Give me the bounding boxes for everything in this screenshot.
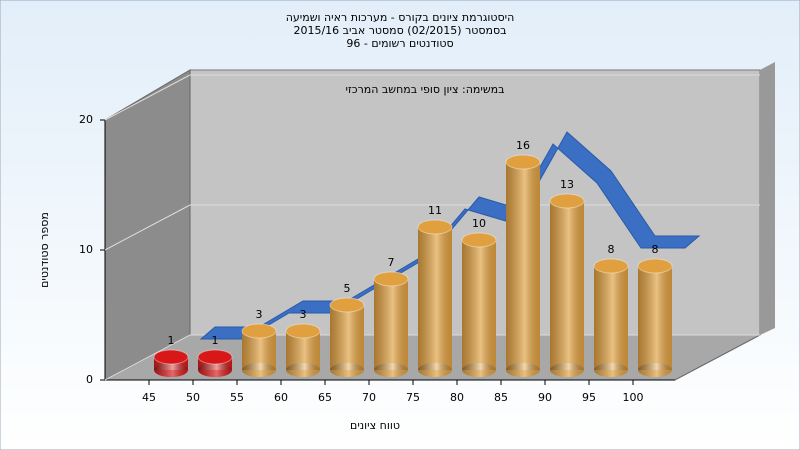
- bar-bottom-shade: [638, 363, 672, 377]
- bar-top: [593, 258, 629, 274]
- right-edge: [760, 62, 775, 335]
- x-tick-label: 45: [142, 391, 156, 404]
- x-tick-label: 100: [623, 391, 644, 404]
- x-tick-label: 85: [494, 391, 508, 404]
- bar: [417, 219, 453, 377]
- bar: [505, 154, 541, 377]
- bar: [241, 323, 277, 377]
- bar-bottom-shade: [330, 363, 364, 377]
- bar-shade: [418, 227, 452, 370]
- bar-shade: [638, 266, 672, 370]
- y-tick-label: 20: [79, 113, 93, 126]
- subtitle: במשימה: ציון סופי במחשב המרכזי: [345, 83, 504, 96]
- bar: [329, 297, 365, 377]
- bar-top: [329, 297, 365, 313]
- bar-shade: [594, 266, 628, 370]
- title-line: סטודנטים רשומים - 96: [346, 37, 453, 50]
- bar-bottom-shade: [550, 363, 584, 377]
- title-line: בסמסטר (02/2015) סמסטר אביב 2015/16: [293, 24, 506, 37]
- value-label: 11: [428, 204, 442, 217]
- bar: [197, 349, 233, 377]
- bar: [637, 258, 673, 377]
- bar-top: [197, 349, 233, 365]
- bar-shade: [330, 305, 364, 370]
- bar: [373, 271, 409, 377]
- bar-shade: [550, 201, 584, 370]
- bar-top: [373, 271, 409, 287]
- bar-bottom-shade: [594, 363, 628, 377]
- bar-bottom-shade: [418, 363, 452, 377]
- x-tick-label: 90: [538, 391, 552, 404]
- bar-top: [505, 154, 541, 170]
- bar-top: [241, 323, 277, 339]
- bar-bottom-shade: [506, 363, 540, 377]
- bar-shade: [462, 240, 496, 370]
- x-tick-label: 50: [186, 391, 200, 404]
- bar-top: [153, 349, 189, 365]
- bar-shade: [374, 279, 408, 370]
- bar-bottom-shade: [286, 363, 320, 377]
- value-label: 10: [472, 217, 486, 230]
- value-label: 16: [516, 139, 530, 152]
- value-label: 3: [300, 308, 307, 321]
- value-label: 8: [652, 243, 659, 256]
- bar-shade: [506, 162, 540, 370]
- bar: [153, 349, 189, 377]
- x-tick-label: 75: [406, 391, 420, 404]
- x-tick-label: 60: [274, 391, 288, 404]
- grid-line: [104, 74, 191, 121]
- grid-line: [104, 204, 191, 251]
- bar-bottom-shade: [242, 363, 276, 377]
- x-axis-label: טווח ציונים: [350, 419, 400, 432]
- bar: [285, 323, 321, 377]
- value-label: 1: [212, 334, 219, 347]
- x-tick-label: 80: [450, 391, 464, 404]
- value-label: 1: [168, 334, 175, 347]
- bar: [549, 193, 585, 377]
- bar-bottom-shade: [154, 363, 188, 377]
- y-axis-label: מספר סטודנטים: [38, 212, 51, 288]
- title-line: היסטוגרמת ציונים בקורס - מערכות ראיה ושמ…: [286, 11, 515, 24]
- value-label: 13: [560, 178, 574, 191]
- x-tick-label: 95: [582, 391, 596, 404]
- bar-top: [549, 193, 585, 209]
- value-label: 7: [388, 256, 395, 269]
- bar: [593, 258, 629, 377]
- y-tick-label: 0: [86, 373, 93, 386]
- x-tick-label: 70: [362, 391, 376, 404]
- bar-bottom-shade: [198, 363, 232, 377]
- grid-line: [104, 334, 191, 381]
- bar-bottom-shade: [462, 363, 496, 377]
- y-tick-label: 10: [79, 243, 93, 256]
- bar-top: [637, 258, 673, 274]
- bar: [461, 232, 497, 377]
- bar-bottom-shade: [374, 363, 408, 377]
- value-label: 8: [608, 243, 615, 256]
- bar-top: [417, 219, 453, 235]
- bar-top: [285, 323, 321, 339]
- x-tick-label: 65: [318, 391, 332, 404]
- value-label: 3: [256, 308, 263, 321]
- x-tick-label: 55: [230, 391, 244, 404]
- left-wall: [104, 69, 191, 381]
- value-label: 5: [344, 282, 351, 295]
- bar-top: [461, 232, 497, 248]
